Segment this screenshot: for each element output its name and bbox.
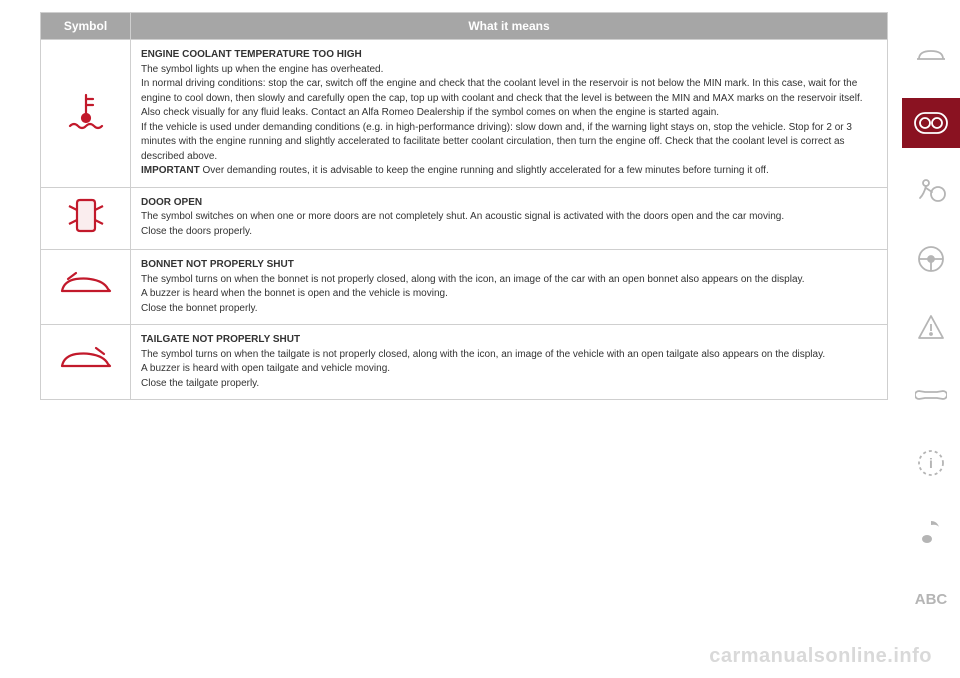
warning-symbols-table: Symbol What it means xyxy=(40,12,888,400)
row-title: BONNET NOT PROPERLY SHUT xyxy=(141,259,294,270)
row-body: The symbol turns on when the tailgate is… xyxy=(141,349,825,389)
wrench-icon[interactable] xyxy=(902,370,960,420)
tailgate-open-icon xyxy=(58,344,114,374)
table-row: TAILGATE NOT PROPERLY SHUT The symbol tu… xyxy=(41,325,888,400)
row-body: The symbol switches on when one or more … xyxy=(141,211,784,237)
svg-text:i: i xyxy=(929,455,933,471)
symbol-cell xyxy=(41,40,131,188)
symbol-cell xyxy=(41,250,131,325)
symbol-cell xyxy=(41,187,131,250)
row-title: TAILGATE NOT PROPERLY SHUT xyxy=(141,334,300,345)
table-row: DOOR OPEN The symbol switches on when on… xyxy=(41,187,888,250)
column-header-symbol: Symbol xyxy=(41,13,131,40)
row-title: ENGINE COOLANT TEMPERATURE TOO HIGH xyxy=(141,49,362,60)
meaning-cell: ENGINE COOLANT TEMPERATURE TOO HIGH The … xyxy=(131,40,888,188)
table-row: ENGINE COOLANT TEMPERATURE TOO HIGH The … xyxy=(41,40,888,188)
row-title: DOOR OPEN xyxy=(141,197,202,208)
bonnet-open-icon xyxy=(58,269,114,299)
car-front-icon[interactable] xyxy=(902,30,960,80)
meaning-cell: BONNET NOT PROPERLY SHUT The symbol turn… xyxy=(131,250,888,325)
dashboard-icon[interactable] xyxy=(902,98,960,148)
symbol-cell xyxy=(41,325,131,400)
table-row: BONNET NOT PROPERLY SHUT The symbol turn… xyxy=(41,250,888,325)
main-content: Symbol What it means xyxy=(0,0,902,678)
music-note-icon[interactable] xyxy=(902,506,960,556)
steering-wheel-icon[interactable] xyxy=(902,234,960,284)
column-header-meaning: What it means xyxy=(131,13,888,40)
info-icon[interactable]: i xyxy=(902,438,960,488)
coolant-temp-icon xyxy=(64,89,108,133)
warning-triangle-icon[interactable] xyxy=(902,302,960,352)
meaning-cell: DOOR OPEN The symbol switches on when on… xyxy=(131,187,888,250)
section-sidebar: i ABC xyxy=(902,0,960,678)
abc-label[interactable]: ABC xyxy=(902,574,960,624)
row-body: The symbol lights up when the engine has… xyxy=(141,64,863,177)
row-body: The symbol turns on when the bonnet is n… xyxy=(141,274,805,314)
door-open-icon xyxy=(64,196,108,236)
airbag-icon[interactable] xyxy=(902,166,960,216)
meaning-cell: TAILGATE NOT PROPERLY SHUT The symbol tu… xyxy=(131,325,888,400)
watermark: carmanualsonline.info xyxy=(709,645,932,668)
